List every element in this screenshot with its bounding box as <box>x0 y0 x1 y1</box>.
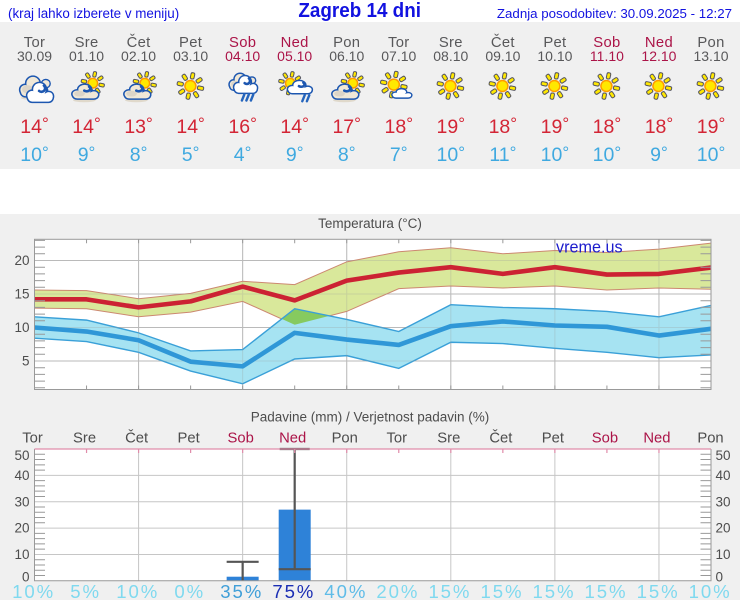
svg-text:Sob: Sob <box>227 431 253 447</box>
svg-text:15%: 15% <box>585 581 628 600</box>
svg-text:30: 30 <box>716 494 731 509</box>
svg-text:50: 50 <box>716 448 731 463</box>
svg-text:10: 10 <box>14 547 29 562</box>
svg-text:10%: 10% <box>116 581 159 600</box>
svg-text:10: 10 <box>716 547 731 562</box>
svg-text:Ned: Ned <box>279 431 306 447</box>
svg-text:15%: 15% <box>480 581 523 600</box>
svg-text:10: 10 <box>14 320 29 335</box>
svg-text:Pet: Pet <box>178 431 200 447</box>
svg-text:Pon: Pon <box>697 431 723 447</box>
svg-text:15%: 15% <box>428 581 471 600</box>
svg-text:15%: 15% <box>637 581 680 600</box>
svg-text:Čet: Čet <box>125 430 148 447</box>
svg-text:Temperatura (°C): Temperatura (°C) <box>318 216 422 231</box>
svg-text:20: 20 <box>716 521 731 536</box>
svg-text:15%: 15% <box>533 581 576 600</box>
svg-text:75%: 75% <box>272 581 315 600</box>
svg-text:Sre: Sre <box>73 431 96 447</box>
svg-text:Čet: Čet <box>489 430 512 447</box>
svg-text:50: 50 <box>14 448 29 463</box>
svg-text:15: 15 <box>14 287 29 302</box>
svg-text:40: 40 <box>716 468 731 483</box>
svg-text:5: 5 <box>22 354 30 369</box>
svg-text:10%: 10% <box>12 581 55 600</box>
svg-text:10%: 10% <box>689 581 732 600</box>
svg-text:0%: 0% <box>174 581 205 600</box>
svg-text:20%: 20% <box>376 581 419 600</box>
svg-text:Padavine (mm) / Verjetnost pad: Padavine (mm) / Verjetnost padavin (%) <box>251 410 490 425</box>
svg-text:20: 20 <box>14 521 29 536</box>
svg-text:Sre: Sre <box>437 431 460 447</box>
svg-text:Pet: Pet <box>542 431 564 447</box>
svg-text:5%: 5% <box>70 581 101 600</box>
svg-text:0: 0 <box>22 570 30 585</box>
svg-text:40%: 40% <box>324 581 367 600</box>
svg-text:Tor: Tor <box>22 431 43 447</box>
svg-text:35%: 35% <box>220 581 263 600</box>
svg-text:Ned: Ned <box>643 431 670 447</box>
svg-text:40: 40 <box>14 468 29 483</box>
svg-text:20: 20 <box>14 253 29 268</box>
svg-text:0: 0 <box>716 570 724 585</box>
svg-text:30: 30 <box>14 494 29 509</box>
svg-text:Pon: Pon <box>332 431 358 447</box>
svg-text:vreme.us: vreme.us <box>556 239 623 257</box>
svg-text:Sob: Sob <box>592 431 618 447</box>
svg-text:Tor: Tor <box>386 431 407 447</box>
